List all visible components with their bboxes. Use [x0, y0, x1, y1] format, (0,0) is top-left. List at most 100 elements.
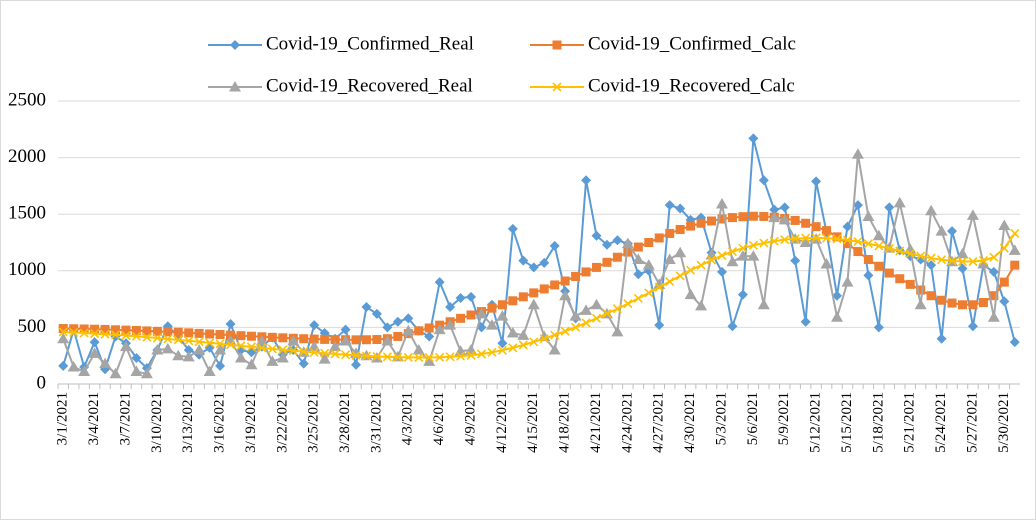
data-point	[863, 270, 874, 281]
data-point	[508, 296, 518, 306]
data-point	[351, 350, 361, 360]
data-point	[999, 277, 1009, 287]
data-point	[935, 225, 948, 236]
data-point	[497, 345, 507, 355]
data-point	[612, 304, 622, 314]
data-point	[267, 344, 277, 354]
data-point	[853, 237, 863, 247]
data-point	[119, 340, 132, 352]
data-point	[518, 340, 528, 350]
data-point	[663, 253, 676, 264]
data-point	[832, 290, 843, 301]
data-point	[497, 300, 507, 310]
data-point	[339, 334, 352, 346]
data-point	[89, 337, 100, 348]
y-tick-label: 0	[37, 372, 47, 393]
data-point	[225, 340, 236, 350]
data-point	[214, 344, 227, 355]
data-point	[435, 352, 445, 362]
data-point	[977, 258, 990, 269]
x-tick-label: 5/21/2021	[902, 392, 918, 453]
data-point	[560, 326, 570, 336]
data-point	[424, 352, 434, 363]
x-tick-label: 4/21/2021	[588, 392, 604, 453]
data-point	[121, 325, 131, 335]
data-point	[121, 330, 131, 341]
data-point	[58, 327, 68, 337]
data-point	[58, 360, 69, 371]
data-point	[496, 310, 509, 321]
x-tick-label: 3/13/2021	[180, 392, 196, 453]
x-tick-label: 3/7/2021	[117, 392, 133, 445]
data-point	[423, 355, 436, 366]
data-point	[152, 333, 162, 343]
data-point	[330, 335, 340, 345]
x-tick-label: 4/12/2021	[494, 392, 510, 453]
legend-marker	[552, 40, 562, 50]
data-point	[508, 343, 518, 353]
data-point	[182, 350, 195, 362]
data-point	[433, 323, 446, 335]
y-tick-label: 1500	[8, 203, 46, 224]
data-point	[874, 261, 884, 271]
data-point	[851, 148, 864, 159]
data-point	[852, 200, 863, 211]
data-point	[318, 353, 331, 364]
data-point	[246, 342, 257, 352]
data-point	[393, 352, 403, 362]
data-point	[654, 233, 664, 243]
data-point	[392, 316, 403, 327]
data-point	[686, 221, 696, 231]
data-point	[172, 349, 185, 361]
data-point	[245, 358, 258, 370]
data-point	[873, 322, 884, 333]
data-point	[445, 302, 456, 313]
data-point	[642, 259, 655, 270]
y-tick-label: 2000	[8, 146, 46, 167]
x-tick-label: 5/9/2021	[776, 392, 792, 445]
data-point	[298, 358, 309, 369]
data-point	[612, 235, 623, 246]
data-point	[58, 324, 68, 334]
data-point	[884, 202, 895, 213]
data-point	[266, 355, 279, 366]
data-point	[414, 352, 424, 363]
data-point	[715, 198, 728, 209]
data-point	[382, 322, 393, 333]
data-point	[591, 230, 602, 241]
data-point	[99, 357, 112, 369]
data-point	[822, 226, 832, 236]
data-point	[236, 331, 246, 341]
data-point	[351, 335, 361, 345]
data-point	[926, 253, 936, 263]
data-point	[665, 228, 675, 238]
data-point	[529, 288, 539, 298]
data-point	[309, 347, 319, 357]
data-point	[926, 291, 936, 301]
legend-label: Covid-19_Recovered_Calc	[588, 75, 795, 96]
x-tick-label: 3/4/2021	[86, 392, 102, 445]
data-point	[161, 342, 174, 354]
data-point	[276, 351, 289, 363]
data-point	[769, 236, 779, 246]
data-point	[215, 330, 225, 340]
x-tick-label: 4/3/2021	[400, 392, 416, 445]
data-point	[381, 334, 394, 346]
data-point	[623, 299, 633, 309]
data-point	[151, 344, 164, 355]
data-point	[225, 319, 236, 330]
data-point	[288, 346, 298, 356]
data-point	[937, 295, 947, 305]
data-point	[968, 300, 978, 310]
data-point	[790, 215, 800, 225]
data-point	[414, 326, 424, 336]
data-point	[340, 324, 351, 335]
data-point	[131, 331, 141, 341]
data-point	[716, 266, 727, 277]
data-point	[539, 284, 549, 294]
data-point	[529, 337, 539, 347]
data-point	[916, 251, 926, 261]
data-point	[517, 329, 530, 340]
data-point	[842, 235, 853, 245]
